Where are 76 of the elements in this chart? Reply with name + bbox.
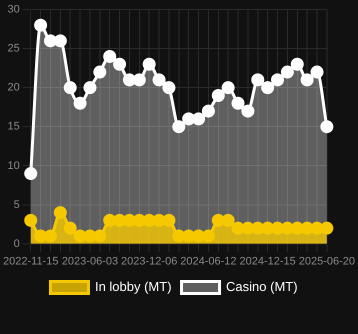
y-tick-label: 20 [7, 82, 20, 94]
point [300, 222, 314, 235]
x-tick-label: 2024-12-15 [239, 255, 296, 268]
point [271, 73, 284, 86]
point [280, 66, 294, 79]
point [44, 34, 57, 48]
point [83, 81, 96, 94]
point [162, 81, 176, 94]
point [212, 88, 225, 102]
point [122, 214, 136, 227]
point [113, 214, 126, 227]
point [74, 96, 87, 110]
point [142, 58, 156, 71]
point [212, 214, 225, 227]
point [172, 229, 186, 242]
point [182, 229, 196, 242]
point [74, 229, 87, 242]
point [280, 222, 294, 235]
y-tick-label: 5 [14, 198, 20, 211]
point [132, 214, 146, 227]
point [261, 81, 274, 94]
point [122, 73, 136, 86]
x-tick-label: 2024-06-12 [180, 255, 237, 268]
point [202, 104, 215, 118]
point [162, 214, 176, 227]
point [64, 222, 77, 235]
y-tick-label: 25 [7, 42, 20, 55]
point [172, 120, 186, 134]
y-tick-label: 30 [7, 4, 20, 16]
point [54, 206, 67, 220]
point [54, 34, 67, 48]
point [241, 222, 254, 235]
point [83, 229, 96, 242]
y-tick-label: 0 [14, 238, 20, 250]
point [152, 73, 166, 86]
point [300, 73, 314, 86]
point [320, 222, 334, 235]
point [261, 222, 274, 235]
point [24, 214, 38, 227]
point [310, 66, 324, 79]
point [241, 104, 254, 118]
point [152, 214, 166, 227]
y-tick-label: 10 [7, 160, 20, 172]
point [251, 73, 264, 86]
point [182, 112, 196, 126]
point [34, 229, 48, 242]
x-tick-label: 2025-06-20 [298, 255, 356, 268]
legend-label: In lobby (MT) [94, 279, 172, 294]
x-tick-label: 2022-11-15 [3, 255, 58, 268]
x-tick-label: 2023-12-06 [121, 255, 178, 268]
point [113, 58, 126, 71]
point [142, 214, 156, 227]
point [310, 222, 324, 235]
point [103, 214, 116, 227]
point [202, 229, 215, 242]
point [192, 112, 206, 126]
point [132, 73, 146, 86]
point [93, 229, 106, 242]
point [290, 58, 304, 71]
point [222, 214, 235, 227]
point [93, 66, 106, 79]
point [320, 120, 334, 134]
point [103, 50, 116, 63]
point [232, 222, 245, 235]
point [64, 81, 77, 94]
point [192, 229, 206, 242]
point [290, 222, 304, 235]
point [34, 18, 48, 32]
point [44, 229, 57, 242]
legend-label: Casino (MT) [226, 279, 298, 294]
point [251, 222, 264, 235]
y-tick-label: 15 [7, 120, 20, 133]
x-tick-label: 2023-06-03 [62, 255, 118, 268]
point [222, 81, 235, 94]
point [232, 96, 245, 110]
point [271, 222, 284, 235]
